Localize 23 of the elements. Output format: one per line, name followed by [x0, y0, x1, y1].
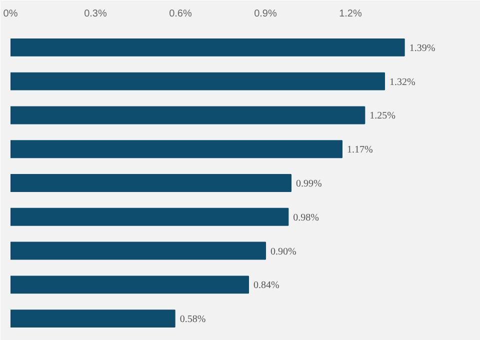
bar	[10, 140, 342, 158]
bar	[10, 174, 292, 192]
bar	[10, 208, 289, 226]
data-label: 0.98%	[293, 212, 320, 224]
x-tick-label: 0.6%	[169, 8, 192, 20]
data-label: 1.25%	[370, 110, 396, 122]
data-label: 0.90%	[270, 246, 296, 258]
data-label: 1.32%	[390, 76, 416, 88]
bar	[10, 38, 405, 56]
bar	[10, 276, 249, 294]
x-tick-label: 0.9%	[254, 8, 278, 20]
bar	[10, 72, 385, 90]
x-tick-label: 1.2%	[339, 8, 362, 20]
data-label: 1.39%	[409, 42, 436, 54]
data-label: 0.84%	[254, 280, 280, 292]
bar	[10, 310, 176, 328]
data-label: 0.99%	[296, 178, 322, 190]
bar	[10, 106, 366, 124]
data-label: 0.58%	[180, 314, 206, 326]
x-tick-label: 0.3%	[84, 8, 108, 20]
data-label: 1.17%	[347, 144, 373, 156]
x-tick-label: 0%	[3, 8, 18, 20]
bar	[10, 242, 266, 260]
